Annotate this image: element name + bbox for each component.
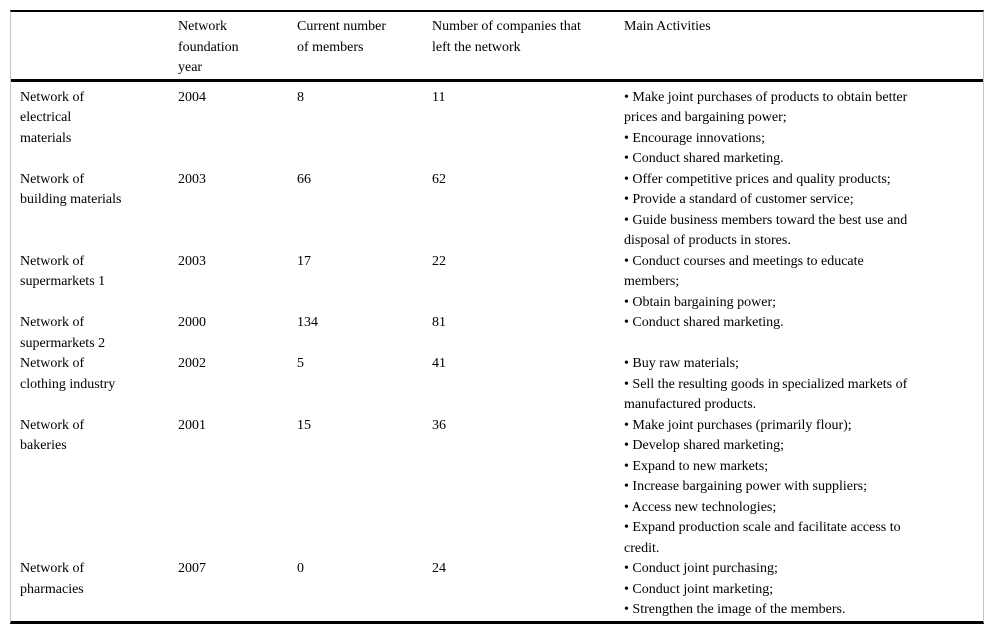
current-members-cell: 66 [297,171,311,187]
table-row: Network of electrical materials 2004 8 11 • … [11,80,983,170]
network-name-cell: Network of electrical materials [20,89,85,146]
table-header: Network foundation year Current number o… [11,12,983,82]
network-name-cell: Network of bakeries [20,417,85,454]
activity-item: • Increase bargaining power with supplie… [624,479,867,494]
header-cell-companies-left: Number of companies that left the networ… [432,12,624,82]
companies-left-cell: 36 [432,417,446,433]
activities-cell: • Conduct joint purchasing; • Conduct joi… [624,559,983,621]
activities-cell: • Make joint purchases (primarily flour)… [624,416,983,560]
companies-left-cell: 81 [432,315,446,330]
table-row: Network of supermarkets 2 2000 134 81 • Cond… [11,313,983,354]
activities-cell: • Offer competitive prices and quality p… [624,170,983,252]
activity-item: • Buy raw materials; [624,356,739,371]
activity-item: • Conduct shared marketing. [624,315,784,330]
header-cell-network-name [11,12,178,82]
activity-item: • Make joint purchases of products to ob… [624,89,908,126]
activity-item: • Conduct courses and meetings to educat… [624,253,864,290]
companies-left-cell: 11 [432,89,446,105]
activity-item: • Encourage innovations; [624,130,765,146]
header-row: Network foundation year Current number o… [11,12,983,82]
activity-item: • Develop shared marketing; [624,438,785,453]
activity-item: • Guide business members toward the best… [624,212,908,249]
companies-left-cell: 22 [432,253,446,269]
activity-item: • Conduct joint marketing; [624,581,774,597]
table-row: Network of pharmacies 2007 0 24 • Conduct jo… [11,559,983,621]
activity-item: • Strengthen the image of the members. [624,602,846,617]
activity-item: • Access new technologies; [624,499,777,515]
foundation-year-cell: 2004 [178,89,206,105]
activity-item: • Expand to new markets; [624,458,769,474]
current-members-cell: 15 [297,417,311,433]
foundation-year-cell: 2003 [178,171,206,187]
table-row: Network of clothing industry 2002 5 41 • Buy… [11,354,983,416]
foundation-year-cell: 2007 [178,561,206,576]
current-members-cell: 5 [297,356,304,371]
current-members-cell: 17 [297,253,311,269]
table-row: Network of bakeries 2001 15 36 • Make joint … [11,416,983,560]
table-row: Network of building materials 2003 66 62 • O… [11,170,983,252]
companies-left-cell: 41 [432,356,446,371]
network-name-cell: Network of supermarkets 2 [20,315,106,351]
activities-cell: • Make joint purchases of products to ob… [624,80,983,170]
activity-item: • Conduct shared marketing. [624,151,784,166]
current-members-cell: 8 [297,89,304,105]
activity-item: • Obtain bargaining power; [624,294,776,310]
foundation-year-cell: 2002 [178,356,206,371]
activities-cell: • Conduct shared marketing. [624,313,983,354]
network-name-cell: Network of building materials [20,171,122,208]
table-frame: Network foundation year Current number o… [10,10,984,624]
companies-left-cell: 62 [432,171,446,187]
network-name-cell: Network of supermarkets 1 [20,253,106,290]
current-members-cell: 134 [297,315,318,330]
current-members-cell: 0 [297,561,304,576]
companies-left-cell: 24 [432,561,446,576]
activity-item: • Conduct joint purchasing; [624,561,778,576]
foundation-year-cell: 2001 [178,417,206,433]
activity-item: • Offer competitive prices and quality p… [624,171,891,187]
header-cell-foundation-year: Network foundation year [178,12,297,82]
foundation-year-cell: 2003 [178,253,206,269]
header-cell-main-activities: Main Activities [624,12,983,82]
activity-item: • Provide a standard of customer service… [624,192,854,207]
activity-item: • Make joint purchases (primarily flour)… [624,417,852,433]
networks-table: Network foundation year Current number o… [11,12,983,621]
activity-item: • Expand production scale and facilitate… [624,520,901,556]
activity-item: • Sell the resulting goods in specialize… [624,376,908,413]
table-body: Network of electrical materials 2004 8 11 • … [11,80,983,621]
network-name-cell: Network of pharmacies [20,561,85,597]
header-cell-current-members: Current number of members [297,12,432,82]
activities-cell: • Buy raw materials; • Sell the resulting… [624,354,983,416]
table-row: Network of supermarkets 1 2003 17 22 • Condu… [11,252,983,314]
activities-cell: • Conduct courses and meetings to educat… [624,252,983,314]
foundation-year-cell: 2000 [178,315,206,330]
network-name-cell: Network of clothing industry [20,356,116,392]
